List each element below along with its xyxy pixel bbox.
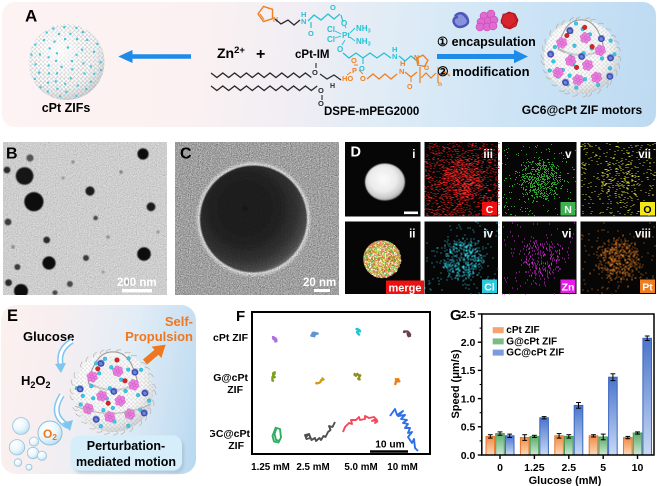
- svg-text:G@cPt ZIF: G@cPt ZIF: [506, 336, 557, 347]
- svg-text:1.5: 1.5: [461, 365, 476, 377]
- svg-text:n: n: [438, 81, 442, 88]
- svg-text:Speed (μm/s): Speed (μm/s): [450, 349, 462, 418]
- svg-text:merge: merge: [388, 283, 421, 295]
- svg-text:F: F: [236, 308, 245, 325]
- svg-text:① encapsulation: ① encapsulation: [437, 35, 536, 49]
- svg-text:E: E: [7, 307, 18, 325]
- svg-text:5.0 mM: 5.0 mM: [344, 462, 377, 473]
- svg-text:O: O: [318, 99, 324, 108]
- svg-text:G@cPt: G@cPt: [213, 372, 248, 384]
- svg-text:H2O2: H2O2: [21, 373, 51, 390]
- svg-text:0: 0: [497, 462, 503, 474]
- svg-text:ii: ii: [409, 229, 415, 241]
- svg-text:10 mM: 10 mM: [387, 462, 418, 473]
- svg-text:v: v: [565, 149, 572, 161]
- svg-text:2.5: 2.5: [461, 309, 476, 321]
- svg-text:1.0: 1.0: [461, 393, 476, 405]
- svg-text:Propulsion: Propulsion: [125, 329, 193, 344]
- svg-text:B: B: [6, 146, 18, 163]
- svg-text:viii: viii: [635, 229, 651, 241]
- svg-text:② modification: ② modification: [437, 64, 530, 79]
- svg-text:Glucose (mM): Glucose (mM): [529, 475, 602, 486]
- svg-text:D: D: [351, 145, 361, 161]
- svg-text:Pt: Pt: [642, 281, 653, 293]
- svg-text:H: H: [400, 59, 405, 68]
- svg-text:Pt: Pt: [342, 31, 350, 40]
- svg-text:N: N: [301, 17, 306, 26]
- svg-text:2.0: 2.0: [461, 337, 476, 349]
- svg-text:H: H: [301, 10, 306, 19]
- svg-text:GC6@cPt ZIF motors: GC6@cPt ZIF motors: [522, 103, 643, 117]
- svg-text:Cl: Cl: [484, 281, 495, 293]
- svg-text:P: P: [352, 66, 357, 75]
- svg-text:N: N: [273, 17, 278, 24]
- svg-text:10: 10: [632, 462, 644, 474]
- svg-text:+: +: [256, 46, 265, 63]
- svg-text:Perturbation-: Perturbation-: [87, 439, 165, 453]
- svg-text:cPt ZIFs: cPt ZIFs: [42, 101, 91, 115]
- svg-text:ZIF: ZIF: [228, 440, 244, 452]
- svg-text:cPt-IM: cPt-IM: [295, 49, 330, 61]
- svg-text:2.5 mM: 2.5 mM: [296, 462, 329, 473]
- svg-text:cPt ZIF: cPt ZIF: [506, 325, 539, 336]
- svg-text:0.5: 0.5: [461, 422, 476, 434]
- svg-text:HO: HO: [342, 74, 353, 83]
- svg-text:10 um: 10 um: [375, 440, 404, 451]
- svg-text:Cl: Cl: [327, 25, 335, 34]
- svg-text:DSPE-mPEG2000: DSPE-mPEG2000: [324, 106, 419, 118]
- svg-text:Zn2+: Zn2+: [217, 45, 245, 61]
- svg-text:O: O: [308, 29, 314, 38]
- svg-text:NH3: NH3: [356, 37, 371, 48]
- svg-text:cPt ZIF: cPt ZIF: [213, 332, 249, 344]
- svg-text:O: O: [359, 64, 365, 73]
- svg-text:iii: iii: [483, 149, 493, 161]
- svg-text:O: O: [312, 68, 318, 77]
- svg-text:Self-: Self-: [165, 314, 193, 329]
- svg-text:N: N: [414, 55, 419, 62]
- svg-text:O: O: [643, 204, 651, 216]
- svg-text:C: C: [180, 146, 192, 163]
- svg-text:G: G: [450, 307, 462, 324]
- svg-text:O: O: [407, 84, 413, 91]
- svg-text:A: A: [25, 7, 37, 26]
- svg-text:O: O: [351, 56, 357, 65]
- svg-text:0.0: 0.0: [461, 450, 476, 462]
- svg-text:ZIF: ZIF: [227, 384, 243, 396]
- svg-text:GC@cPt ZIF: GC@cPt ZIF: [506, 348, 564, 359]
- svg-text:2.5: 2.5: [561, 462, 576, 474]
- svg-text:200 nm: 200 nm: [117, 277, 157, 289]
- svg-text:H: H: [330, 83, 335, 90]
- svg-text:vii: vii: [638, 149, 651, 161]
- svg-text:O: O: [337, 45, 343, 54]
- svg-text:20 nm: 20 nm: [303, 277, 336, 289]
- svg-text:i: i: [412, 149, 415, 161]
- svg-text:O: O: [341, 19, 347, 28]
- svg-text:N: N: [399, 67, 404, 76]
- svg-text:Cl: Cl: [327, 35, 335, 44]
- svg-text:H: H: [392, 45, 397, 54]
- svg-text:Zn: Zn: [562, 281, 575, 293]
- svg-text:O: O: [424, 65, 429, 72]
- svg-text:N: N: [564, 204, 572, 216]
- svg-text:5: 5: [600, 462, 606, 474]
- svg-text:N: N: [392, 52, 397, 61]
- svg-text:O: O: [318, 86, 324, 95]
- svg-text:vi: vi: [562, 229, 572, 241]
- svg-text:NH3: NH3: [356, 24, 371, 35]
- svg-text:1.25: 1.25: [524, 462, 545, 474]
- svg-text:C: C: [486, 204, 494, 216]
- svg-text:1.25 mM: 1.25 mM: [251, 462, 290, 473]
- svg-text:GC@cPt: GC@cPt: [210, 428, 251, 440]
- svg-text:mediated motion: mediated motion: [76, 455, 176, 469]
- svg-text:iv: iv: [483, 229, 493, 241]
- svg-text:Glucose: Glucose: [23, 329, 74, 344]
- svg-text:O: O: [330, 3, 336, 12]
- svg-text:O: O: [360, 74, 366, 83]
